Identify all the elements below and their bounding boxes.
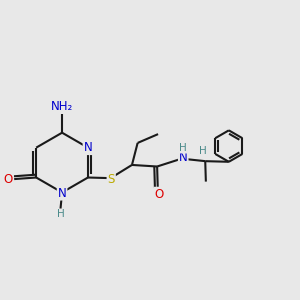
Text: N: N (84, 141, 92, 154)
Text: H: H (57, 209, 64, 220)
Text: H: H (179, 142, 187, 153)
Text: S: S (107, 172, 115, 186)
Text: O: O (154, 188, 164, 201)
Text: O: O (3, 172, 13, 186)
Text: N: N (179, 151, 188, 164)
Text: N: N (58, 187, 66, 200)
Text: NH₂: NH₂ (51, 100, 73, 113)
Text: H: H (199, 146, 207, 156)
